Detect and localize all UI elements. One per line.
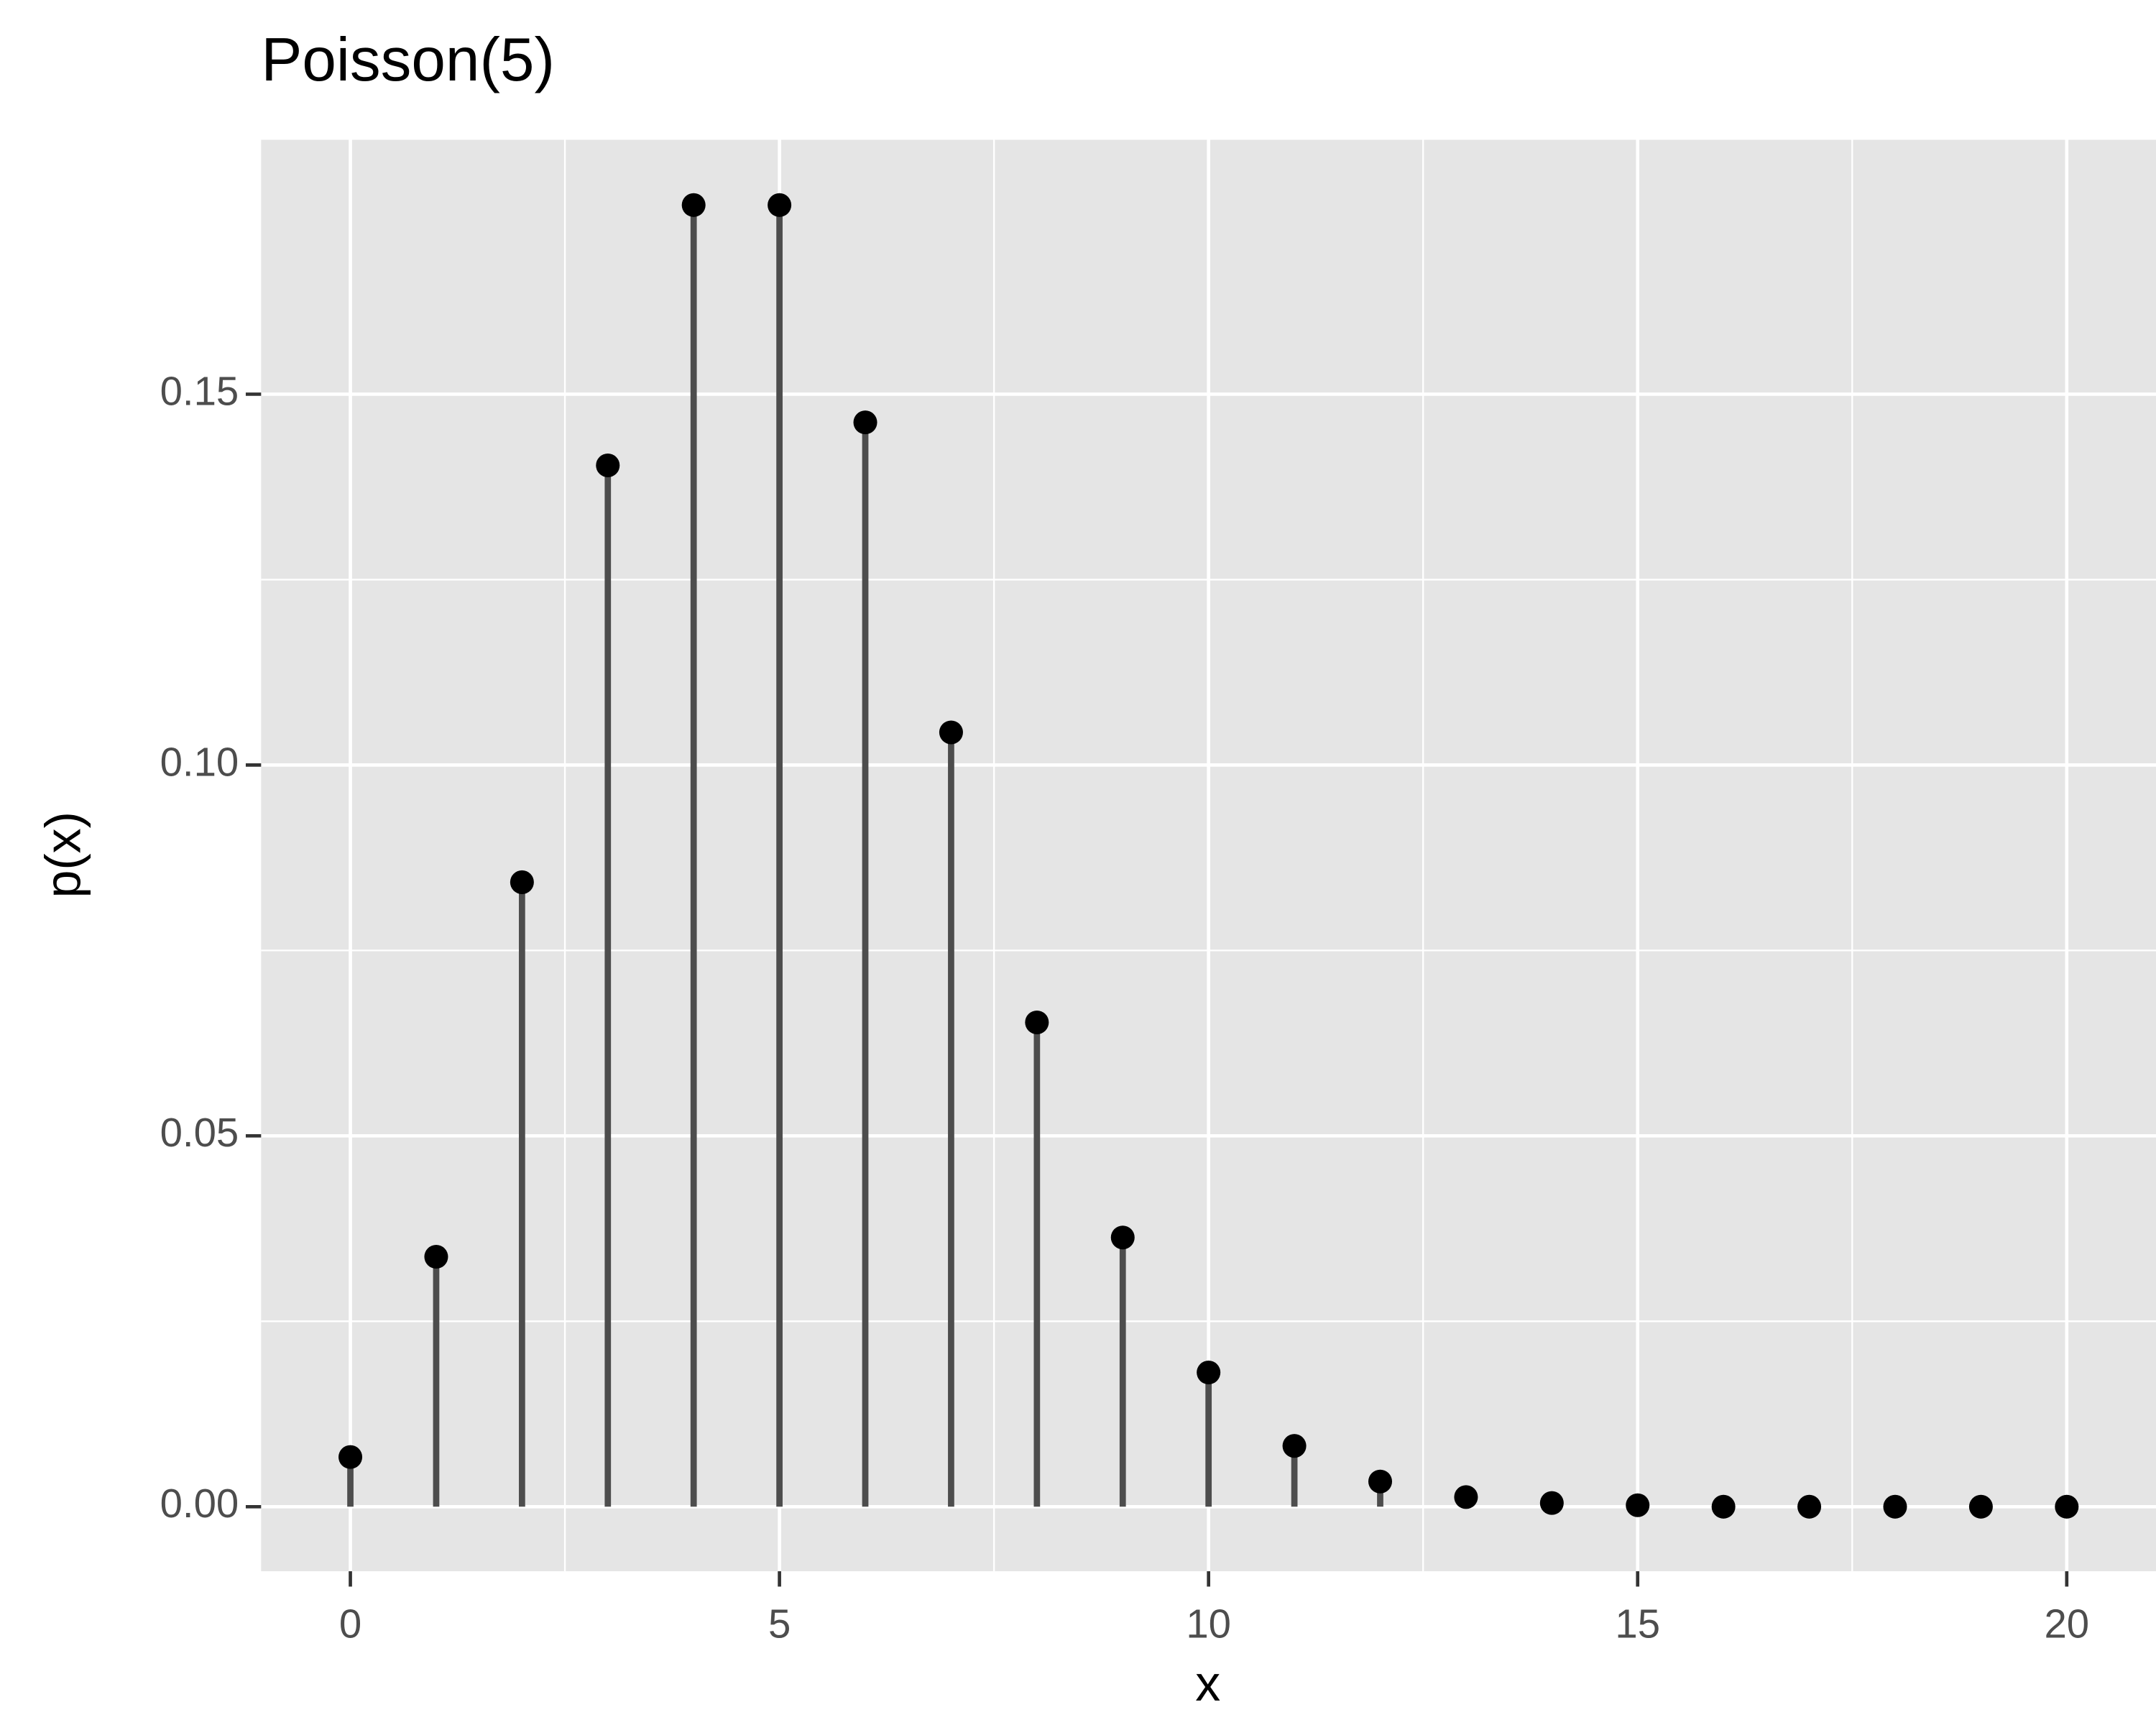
y-tick-label: 0.00 [160,1481,239,1526]
y-axis-label: p(x) [35,811,91,898]
x-tick-label: 15 [1615,1601,1660,1647]
x-tick-label: 10 [1186,1601,1231,1647]
point [768,193,792,217]
chart-title: Poisson(5) [261,26,555,94]
point [510,870,534,894]
point [1368,1469,1393,1494]
point [1282,1434,1307,1458]
point [1626,1493,1650,1517]
point [1711,1494,1736,1519]
y-tick-label: 0.15 [160,368,239,413]
marks [338,193,2079,1519]
point [596,453,620,478]
x-tick-label: 0 [339,1601,361,1647]
point [681,193,706,217]
point [853,410,877,435]
x-axis-label: x [1195,1655,1220,1711]
y-tick-label: 0.10 [160,739,239,784]
point [424,1245,448,1269]
point [1968,1494,1993,1519]
point [1883,1494,1907,1519]
point [2055,1494,2079,1519]
point [338,1445,363,1469]
point [1539,1491,1564,1515]
point [1797,1494,1822,1519]
x-tick-label: 20 [2044,1601,2089,1647]
point [939,720,963,745]
point [1025,1010,1049,1034]
y-tick-label: 0.05 [160,1110,239,1155]
point [1197,1361,1221,1385]
point [1110,1225,1135,1250]
point [1454,1485,1478,1509]
x-tick-label: 5 [768,1601,791,1647]
